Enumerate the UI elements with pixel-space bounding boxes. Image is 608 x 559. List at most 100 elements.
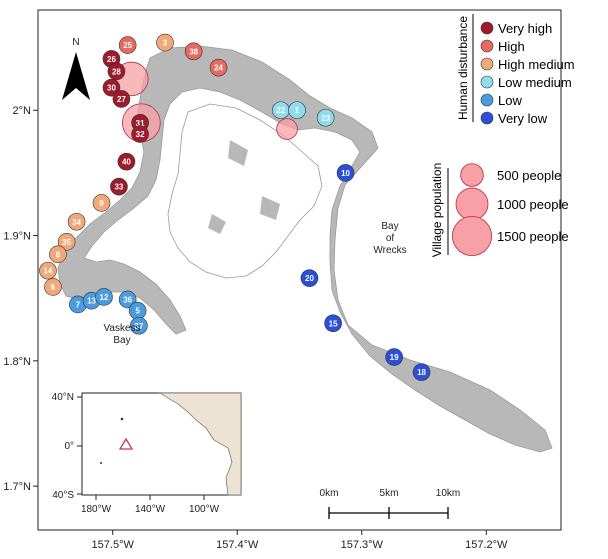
bay-of-wrecks-line: Wrecks (373, 245, 406, 256)
y-tick-label: 1.9°N (3, 231, 31, 243)
site-id-label: 27 (117, 95, 126, 104)
site-marker: 10 (336, 164, 355, 182)
site-circle (156, 33, 174, 52)
site-marker: 3 (156, 33, 174, 52)
site-id-label: 28 (112, 67, 121, 76)
bay-of-wrecks-label: Bay of Wrecks (373, 221, 406, 256)
x-tick-label: 157.4°W (216, 539, 259, 551)
site-id-label: 7 (76, 300, 81, 309)
north-arrow-icon (62, 52, 90, 100)
site-marker: 35 (57, 233, 76, 251)
inset-islet (100, 462, 102, 464)
site-id-label: 35 (62, 238, 71, 247)
inset-y-tick: 40°S (52, 490, 74, 501)
site-circle (49, 245, 67, 264)
site-marker: 32 (131, 125, 149, 143)
lagoon-islet (260, 196, 280, 220)
site-marker: 28 (107, 62, 126, 81)
inset-x-tick: 100°W (189, 504, 220, 515)
site-marker: 27 (112, 90, 131, 108)
disturbance-legend: Human disturbance Very high High High medi… (456, 14, 575, 126)
site-circle (44, 278, 62, 296)
inset-islet (120, 417, 124, 421)
site-marker: 8 (49, 245, 67, 264)
x-axis-ticks: 157.5°W 157.4°W 157.3°W 157.2°W (92, 530, 508, 551)
lagoon-islet (208, 214, 226, 234)
site-id-label: 10 (341, 169, 350, 178)
scale-bar: 0km 5km 10km (320, 488, 460, 519)
site-marker: 19 (385, 348, 403, 366)
site-circle (130, 316, 148, 335)
y-tick-label: 1.7°N (3, 481, 31, 493)
site-id-label: 38 (189, 47, 198, 56)
site-circle (67, 212, 86, 231)
north-arrow: N (62, 37, 90, 100)
site-marker: 23 (316, 108, 335, 127)
inset-x-tick: 140°W (135, 504, 166, 515)
site-id-label: 6 (51, 283, 56, 292)
site-id-label: 19 (390, 353, 399, 362)
site-id-label: 36 (123, 295, 132, 304)
site-id-label: 25 (123, 41, 132, 50)
disturbance-legend-label: Low medium (498, 75, 572, 90)
vaskess-bay-line: Vaskess (103, 323, 140, 334)
site-id-label: 18 (417, 368, 426, 377)
site-marker: 34 (67, 212, 86, 231)
inset-map: 40°N 0° 40°S 180°W 140°W 100°W (52, 392, 242, 515)
disturbance-legend-swatch (480, 39, 494, 53)
site-circle (300, 269, 319, 287)
site-marker: 38 (184, 42, 203, 61)
bay-of-wrecks-line: of (386, 233, 395, 244)
site-marker: 5 (128, 301, 147, 320)
site-circle (324, 314, 342, 333)
y-axis-ticks: 2°N 1.9°N 1.8°N 1.7°N (3, 105, 38, 493)
inset-location-marker (118, 437, 134, 450)
site-circle (57, 233, 76, 251)
population-legend-label: 1000 people (497, 197, 569, 212)
disturbance-legend-label: High (498, 39, 525, 54)
scale-bar-label: 0km (320, 488, 339, 499)
disturbance-legend-swatch (480, 111, 494, 125)
disturbance-legend-label: High medium (498, 57, 575, 72)
site-id-label: 40 (122, 158, 131, 167)
site-id-label: 15 (329, 319, 338, 328)
site-marker: 22 (272, 101, 290, 120)
site-id-label: 12 (100, 293, 109, 302)
site-circle (39, 261, 57, 280)
site-circle (209, 58, 228, 77)
site-marker: 1 (288, 101, 306, 120)
site-circle (118, 290, 137, 309)
x-tick-label: 157.2°W (465, 539, 508, 551)
site-id-label: 5 (135, 307, 140, 316)
site-id-label: 9 (99, 199, 104, 208)
site-marker: 40 (117, 152, 136, 171)
site-circle (184, 42, 203, 61)
site-circle (118, 36, 137, 54)
vaskess-bay-label: Vaskess Bay (103, 323, 140, 346)
site-id-label: 32 (136, 130, 145, 139)
site-id-label: 33 (114, 183, 123, 192)
site-marker: 36 (118, 290, 137, 309)
disturbance-legend-title: Human disturbance (456, 16, 470, 120)
site-circle (107, 62, 126, 81)
y-tick-label: 1.8°N (3, 356, 31, 368)
site-marker: 18 (412, 363, 431, 381)
site-id-label: 13 (87, 297, 96, 306)
disturbance-legend-swatch (480, 21, 494, 35)
disturbance-legend-swatch (480, 57, 494, 71)
site-circle (288, 101, 306, 120)
population-legend-swatch (455, 187, 489, 221)
site-id-label: 24 (214, 64, 223, 73)
site-id-label: 1 (295, 106, 300, 115)
village-bubble (276, 118, 298, 140)
site-id-label: 26 (107, 55, 116, 64)
scale-bar-label: 10km (436, 488, 460, 499)
site-id-label: 30 (107, 84, 116, 93)
inset-x-tick: 180°W (81, 504, 112, 515)
site-circle (385, 348, 403, 366)
site-circle (102, 78, 121, 97)
site-id-label: 8 (56, 250, 61, 259)
north-arrow-label: N (72, 37, 79, 48)
lagoon-islet (228, 140, 248, 166)
site-marker: 33 (110, 177, 128, 196)
